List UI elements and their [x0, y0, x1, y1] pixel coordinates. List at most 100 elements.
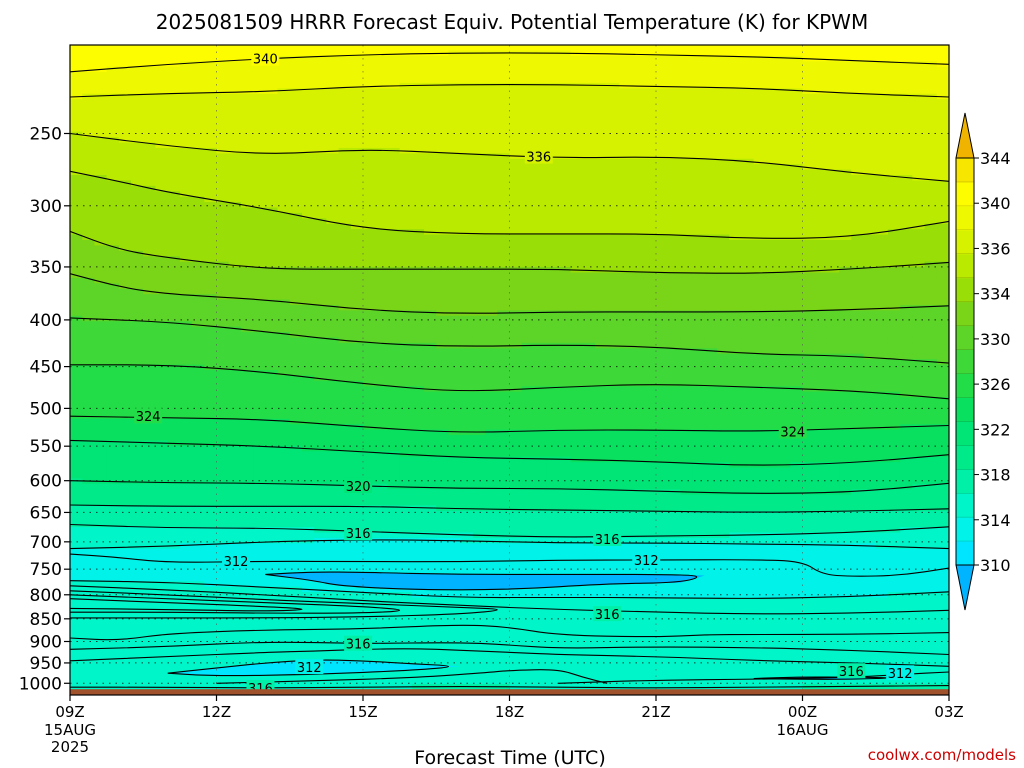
field-cell: [546, 527, 559, 534]
field-cell: [436, 386, 450, 393]
field-cell: [301, 50, 315, 57]
field-cell: [289, 240, 303, 247]
field-cell: [106, 559, 120, 566]
field-cell: [240, 337, 254, 344]
field-cell: [399, 516, 413, 523]
field-cell: [546, 142, 559, 149]
field-cell: [240, 413, 254, 420]
field-cell: [497, 72, 511, 79]
field-cell: [448, 185, 462, 192]
field-cell: [558, 283, 572, 290]
field-cell: [387, 424, 401, 431]
field-cell: [179, 483, 193, 490]
field-cell: [204, 413, 218, 420]
field-cell: [399, 240, 413, 247]
field-cell: [314, 407, 327, 414]
field-cell: [411, 310, 425, 317]
field-cell: [155, 532, 169, 539]
field-cell: [118, 592, 132, 599]
field-cell: [436, 77, 450, 84]
field-cell: [204, 288, 218, 295]
field-cell: [228, 413, 242, 420]
field-cell: [118, 386, 132, 393]
field-cell: [118, 402, 132, 409]
field-cell: [118, 348, 132, 355]
field-cell: [301, 619, 315, 626]
field-cell: [301, 250, 315, 257]
field-cell: [216, 137, 230, 144]
field-cell: [472, 164, 486, 171]
field-cell: [387, 597, 401, 604]
field-cell: [436, 554, 450, 561]
field-cell: [155, 597, 169, 604]
field-cell: [167, 489, 181, 496]
field-cell: [472, 153, 486, 160]
field-cell: [70, 207, 83, 214]
field-cell: [228, 153, 242, 160]
field-cell: [350, 142, 364, 149]
field-cell: [118, 462, 132, 469]
field-cell: [424, 597, 437, 604]
field-cell: [558, 667, 572, 674]
field-cell: [497, 337, 511, 344]
field-cell: [570, 375, 584, 382]
field-cell: [82, 164, 96, 171]
field-cell: [509, 570, 523, 577]
field-cell: [94, 234, 108, 241]
field-cell: [314, 315, 327, 322]
field-cell: [265, 619, 279, 626]
field-cell: [131, 223, 144, 230]
field-cell: [497, 445, 511, 452]
field-cell: [533, 467, 547, 474]
field-cell: [70, 505, 83, 512]
field-cell: [265, 310, 279, 317]
field-cell: [192, 624, 205, 631]
field-cell: [301, 332, 315, 339]
field-cell: [253, 175, 266, 182]
field-cell: [155, 93, 169, 100]
field-cell: [289, 602, 303, 609]
field-cell: [155, 131, 169, 138]
field-cell: [387, 456, 401, 463]
field-cell: [472, 510, 486, 517]
field-cell: [179, 375, 193, 382]
field-cell: [533, 667, 547, 674]
field-cell: [167, 370, 181, 377]
field-cell: [228, 137, 242, 144]
field-cell: [558, 126, 572, 133]
field-cell: [533, 88, 547, 95]
field-cell: [436, 451, 450, 458]
field-cell: [179, 348, 193, 355]
field-cell: [472, 218, 486, 225]
field-cell: [411, 429, 425, 436]
field-cell: [411, 137, 425, 144]
field-cell: [118, 185, 132, 192]
field-cell: [167, 131, 181, 138]
field-cell: [131, 305, 144, 312]
field-cell: [497, 61, 511, 68]
field-cell: [570, 386, 584, 393]
field-cell: [265, 82, 279, 89]
field-cell: [216, 120, 230, 127]
field-cell: [82, 277, 96, 284]
field-cell: [301, 137, 315, 144]
field-cell: [204, 137, 218, 144]
field-cell: [228, 370, 242, 377]
field-cell: [509, 489, 523, 496]
field-cell: [253, 256, 266, 263]
field-cell: [70, 397, 83, 404]
field-cell: [546, 424, 559, 431]
field-cell: [204, 315, 218, 322]
field-cell: [204, 272, 218, 279]
field-cell: [131, 575, 144, 582]
field-cell: [253, 169, 266, 176]
field-cell: [143, 348, 157, 355]
field-cell: [131, 175, 144, 182]
field-cell: [216, 413, 230, 420]
field-cell: [460, 440, 474, 447]
field-cell: [533, 359, 547, 366]
field-cell: [155, 559, 169, 566]
field-cell: [558, 413, 572, 420]
field-cell: [485, 261, 498, 268]
field-cell: [228, 283, 242, 290]
